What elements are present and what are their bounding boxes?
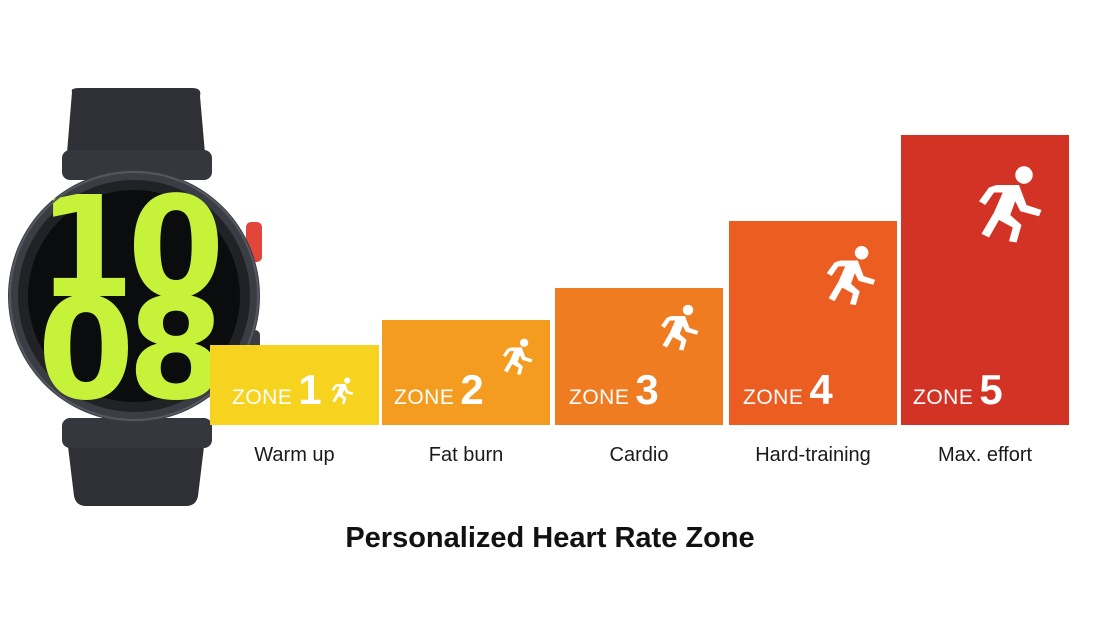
zone-number: 4 — [809, 366, 833, 413]
zone-name-1: Warm up — [254, 444, 335, 466]
page-title: Personalized Heart Rate Zone — [345, 522, 755, 554]
zone-number: 3 — [635, 366, 659, 413]
zone-label: ZONE 1 — [232, 369, 322, 411]
zone-label: ZONE 4 — [743, 369, 833, 411]
watch-digit-minute-1: 0 — [37, 269, 134, 432]
running-person-icon — [655, 304, 703, 352]
zone-word: ZONE — [569, 386, 630, 409]
zone-bar-4: ZONE 4 — [729, 221, 897, 425]
running-person-icon — [969, 165, 1049, 245]
smartwatch-image: 1 0 0 8 — [8, 88, 262, 506]
zone-label: ZONE 5 — [913, 369, 1003, 411]
zone-name-3: Cardio — [609, 444, 669, 466]
zone-bar-1: ZONE 1 — [210, 345, 379, 425]
zone-label: ZONE 3 — [569, 369, 659, 411]
zone-name-4: Hard-training — [755, 444, 871, 466]
running-person-icon — [328, 377, 356, 405]
watch-digit-hour-2: 0 — [127, 167, 224, 330]
watch-digit-minute-2: 8 — [127, 269, 224, 432]
zone-number: 5 — [979, 366, 1003, 413]
zone-bar-5: ZONE 5 — [901, 135, 1069, 425]
zone-word: ZONE — [743, 386, 804, 409]
zone-name-2: Fat burn — [428, 444, 504, 466]
zone-bar-2: ZONE 2 — [382, 320, 550, 425]
zone-bar-3: ZONE 3 — [555, 288, 723, 425]
zone-number: 2 — [460, 366, 484, 413]
running-person-icon — [819, 245, 881, 307]
zone-number: 1 — [298, 366, 322, 413]
zone-label: ZONE 2 — [394, 369, 484, 411]
zone-name-5: Max. effort — [937, 444, 1033, 466]
zone-word: ZONE — [394, 386, 455, 409]
zone-word: ZONE — [232, 386, 293, 409]
running-person-icon — [498, 338, 536, 376]
watch-digit-hour-1: 1 — [37, 167, 134, 330]
zone-word: ZONE — [913, 386, 974, 409]
